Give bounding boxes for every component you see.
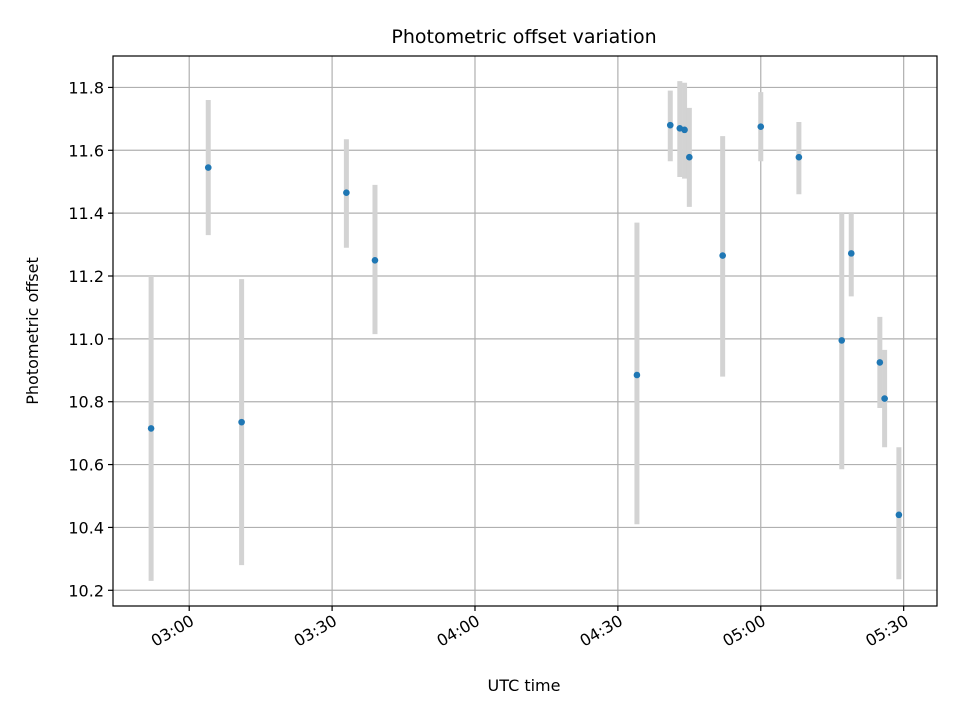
data-point — [757, 123, 765, 131]
x-tick-label: 05:00 — [719, 611, 768, 651]
x-axis-ticks: 03:00 03:30 04:00 04:30 05:00 05:30 — [148, 606, 912, 651]
data-point — [147, 425, 155, 432]
error-bars — [148, 81, 902, 581]
data-point — [238, 418, 245, 426]
y-tick-label: 11.0 — [68, 330, 104, 349]
y-tick-label: 11.2 — [68, 267, 104, 286]
data-point — [719, 252, 726, 259]
data-points — [147, 121, 903, 519]
y-tick-label: 11.8 — [68, 78, 104, 97]
chart-title: Photometric offset variation — [391, 26, 656, 48]
y-axis-ticks: 10.2 10.4 10.6 10.8 11.0 11.2 11.4 11.6 11.8 — [68, 78, 113, 600]
data-point — [343, 189, 350, 197]
y-tick-label: 11.6 — [68, 141, 104, 160]
data-point — [204, 164, 212, 171]
data-point — [847, 250, 855, 257]
x-axis-label: UTC time — [488, 676, 561, 695]
y-tick-label: 10.6 — [68, 456, 104, 475]
x-tick-label: 03:00 — [148, 611, 197, 651]
data-point — [371, 256, 379, 264]
data-point — [876, 359, 884, 366]
x-tick-label: 04:00 — [434, 611, 483, 651]
x-tick-label: 05:30 — [862, 611, 911, 651]
data-point — [666, 121, 674, 129]
data-point — [681, 126, 688, 134]
grid — [113, 56, 937, 606]
data-point — [686, 153, 693, 161]
plot-frame — [112, 55, 938, 607]
y-tick-label: 10.8 — [68, 393, 104, 412]
data-point — [795, 153, 803, 161]
data-point — [895, 511, 903, 519]
data-point — [838, 337, 846, 344]
data-point — [633, 371, 641, 379]
x-tick-label: 03:30 — [291, 611, 340, 651]
y-axis-label: Photometric offset — [23, 257, 42, 405]
y-tick-label: 11.4 — [68, 204, 104, 223]
y-tick-label: 10.2 — [68, 581, 104, 600]
x-tick-label: 04:30 — [576, 611, 625, 651]
y-tick-label: 10.4 — [68, 518, 104, 537]
data-point — [881, 395, 888, 402]
